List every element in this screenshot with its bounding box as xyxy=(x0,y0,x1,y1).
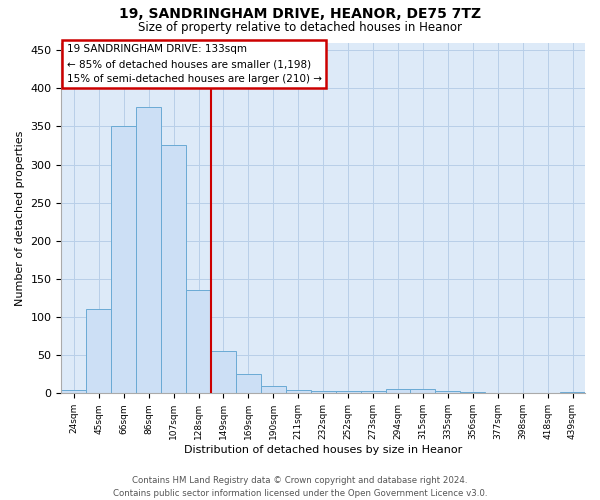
Bar xyxy=(460,392,485,394)
Text: Size of property relative to detached houses in Heanor: Size of property relative to detached ho… xyxy=(138,21,462,34)
Text: 19 SANDRINGHAM DRIVE: 133sqm
← 85% of detached houses are smaller (1,198)
15% of: 19 SANDRINGHAM DRIVE: 133sqm ← 85% of de… xyxy=(67,44,322,84)
Bar xyxy=(436,391,460,394)
Bar xyxy=(261,386,286,394)
Bar xyxy=(186,290,211,394)
Bar xyxy=(286,390,311,394)
Bar xyxy=(386,389,410,394)
Bar xyxy=(111,126,136,394)
Text: Contains HM Land Registry data © Crown copyright and database right 2024.
Contai: Contains HM Land Registry data © Crown c… xyxy=(113,476,487,498)
Bar xyxy=(236,374,261,394)
Bar xyxy=(161,146,186,394)
Bar xyxy=(86,310,111,394)
Bar xyxy=(485,392,510,394)
Y-axis label: Number of detached properties: Number of detached properties xyxy=(15,130,25,306)
Text: 19, SANDRINGHAM DRIVE, HEANOR, DE75 7TZ: 19, SANDRINGHAM DRIVE, HEANOR, DE75 7TZ xyxy=(119,8,481,22)
Bar xyxy=(410,389,436,394)
Bar xyxy=(361,391,386,394)
Bar xyxy=(61,390,86,394)
Bar xyxy=(136,108,161,394)
Bar xyxy=(560,392,585,394)
Bar xyxy=(211,352,236,394)
Bar xyxy=(335,391,361,394)
Bar xyxy=(311,391,335,394)
X-axis label: Distribution of detached houses by size in Heanor: Distribution of detached houses by size … xyxy=(184,445,463,455)
